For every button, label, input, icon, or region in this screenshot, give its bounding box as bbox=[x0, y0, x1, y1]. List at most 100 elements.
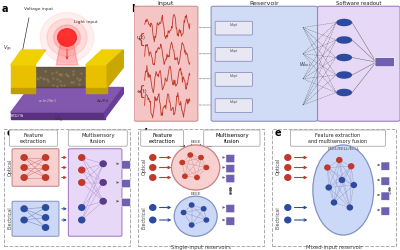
Circle shape bbox=[336, 89, 352, 96]
Polygon shape bbox=[86, 50, 123, 65]
FancyBboxPatch shape bbox=[226, 217, 235, 225]
Circle shape bbox=[20, 154, 28, 161]
Text: Mixed-input reservoir: Mixed-input reservoir bbox=[306, 245, 362, 250]
Text: b: b bbox=[131, 4, 138, 14]
Circle shape bbox=[182, 174, 188, 179]
Polygon shape bbox=[11, 88, 123, 112]
Circle shape bbox=[179, 160, 185, 165]
Circle shape bbox=[326, 184, 332, 190]
Text: EEEL/EELL/ELLL: EEEL/EELL/ELLL bbox=[327, 147, 359, 151]
FancyBboxPatch shape bbox=[134, 6, 198, 121]
Polygon shape bbox=[86, 65, 107, 88]
Text: d: d bbox=[141, 128, 148, 138]
Text: Voltage input: Voltage input bbox=[24, 7, 53, 11]
Circle shape bbox=[336, 19, 352, 26]
FancyBboxPatch shape bbox=[226, 174, 235, 183]
Text: Reservoir: Reservoir bbox=[250, 1, 279, 6]
Text: {: { bbox=[137, 85, 146, 99]
Text: Electrical: Electrical bbox=[7, 206, 12, 229]
Circle shape bbox=[174, 196, 217, 236]
Circle shape bbox=[42, 204, 49, 211]
Text: Multisensory
fusion: Multisensory fusion bbox=[215, 133, 249, 143]
FancyBboxPatch shape bbox=[215, 21, 252, 35]
Text: $\alpha$-In$_2$Se$_3$: $\alpha$-In$_2$Se$_3$ bbox=[38, 98, 56, 105]
Text: Electrical: Electrical bbox=[275, 206, 280, 229]
Circle shape bbox=[42, 154, 49, 161]
FancyBboxPatch shape bbox=[68, 149, 122, 236]
Text: $V_{opt}$: $V_{opt}$ bbox=[229, 21, 238, 30]
FancyBboxPatch shape bbox=[215, 48, 252, 61]
Circle shape bbox=[149, 204, 156, 211]
Circle shape bbox=[58, 29, 76, 46]
FancyBboxPatch shape bbox=[381, 192, 390, 200]
Circle shape bbox=[78, 204, 86, 211]
Polygon shape bbox=[11, 65, 35, 88]
Polygon shape bbox=[107, 50, 123, 88]
Text: $V_{opt}$: $V_{opt}$ bbox=[229, 47, 238, 56]
Text: c: c bbox=[7, 128, 12, 138]
Text: Feature extraction
and multisensory fusion: Feature extraction and multisensory fusi… bbox=[308, 133, 368, 143]
FancyBboxPatch shape bbox=[226, 154, 235, 163]
Text: Au/Pd: Au/Pd bbox=[96, 100, 108, 103]
Circle shape bbox=[149, 174, 156, 181]
Text: u(t): u(t) bbox=[137, 35, 146, 40]
FancyBboxPatch shape bbox=[215, 99, 252, 112]
FancyBboxPatch shape bbox=[9, 130, 58, 146]
FancyBboxPatch shape bbox=[122, 180, 130, 188]
Circle shape bbox=[284, 174, 292, 181]
Circle shape bbox=[20, 174, 28, 181]
Circle shape bbox=[149, 154, 156, 161]
Text: Feature
extraction: Feature extraction bbox=[20, 133, 47, 143]
FancyBboxPatch shape bbox=[375, 58, 394, 67]
Circle shape bbox=[20, 216, 28, 224]
Circle shape bbox=[47, 19, 87, 56]
Circle shape bbox=[324, 164, 331, 170]
Text: $W_{out}$: $W_{out}$ bbox=[299, 60, 312, 69]
Circle shape bbox=[42, 214, 49, 221]
FancyBboxPatch shape bbox=[226, 204, 235, 213]
Circle shape bbox=[194, 175, 200, 180]
Text: $V_{bg}$: $V_{bg}$ bbox=[54, 115, 63, 125]
Text: $V_{opt}$: $V_{opt}$ bbox=[229, 98, 238, 107]
Circle shape bbox=[187, 152, 193, 158]
Circle shape bbox=[336, 54, 352, 61]
Circle shape bbox=[204, 165, 209, 170]
Circle shape bbox=[336, 71, 352, 79]
Circle shape bbox=[42, 224, 49, 231]
Circle shape bbox=[100, 198, 107, 205]
Circle shape bbox=[42, 164, 49, 171]
Polygon shape bbox=[16, 68, 118, 87]
Circle shape bbox=[100, 160, 107, 167]
Circle shape bbox=[284, 154, 292, 161]
Circle shape bbox=[201, 206, 207, 212]
Text: $V_{opt}$: $V_{opt}$ bbox=[229, 72, 238, 81]
Circle shape bbox=[339, 177, 345, 183]
Circle shape bbox=[350, 182, 357, 188]
Circle shape bbox=[20, 164, 28, 171]
Circle shape bbox=[204, 217, 209, 223]
Text: Light input: Light input bbox=[74, 20, 97, 24]
Circle shape bbox=[78, 154, 86, 161]
Circle shape bbox=[172, 145, 220, 190]
Text: a: a bbox=[1, 4, 8, 14]
Text: Optical: Optical bbox=[141, 158, 146, 175]
FancyBboxPatch shape bbox=[122, 198, 130, 206]
Circle shape bbox=[284, 164, 292, 171]
Polygon shape bbox=[104, 88, 123, 119]
Circle shape bbox=[189, 202, 194, 208]
FancyBboxPatch shape bbox=[12, 201, 59, 236]
FancyBboxPatch shape bbox=[381, 162, 390, 170]
FancyBboxPatch shape bbox=[12, 149, 59, 186]
Circle shape bbox=[149, 164, 156, 171]
Text: Electrical: Electrical bbox=[141, 206, 146, 229]
FancyBboxPatch shape bbox=[226, 164, 235, 173]
Polygon shape bbox=[86, 88, 107, 92]
Circle shape bbox=[189, 222, 194, 228]
Circle shape bbox=[348, 163, 354, 170]
Circle shape bbox=[198, 155, 204, 160]
FancyBboxPatch shape bbox=[204, 130, 260, 146]
FancyBboxPatch shape bbox=[122, 161, 130, 169]
FancyBboxPatch shape bbox=[290, 130, 386, 146]
FancyBboxPatch shape bbox=[141, 130, 184, 146]
Text: {: { bbox=[137, 32, 146, 46]
